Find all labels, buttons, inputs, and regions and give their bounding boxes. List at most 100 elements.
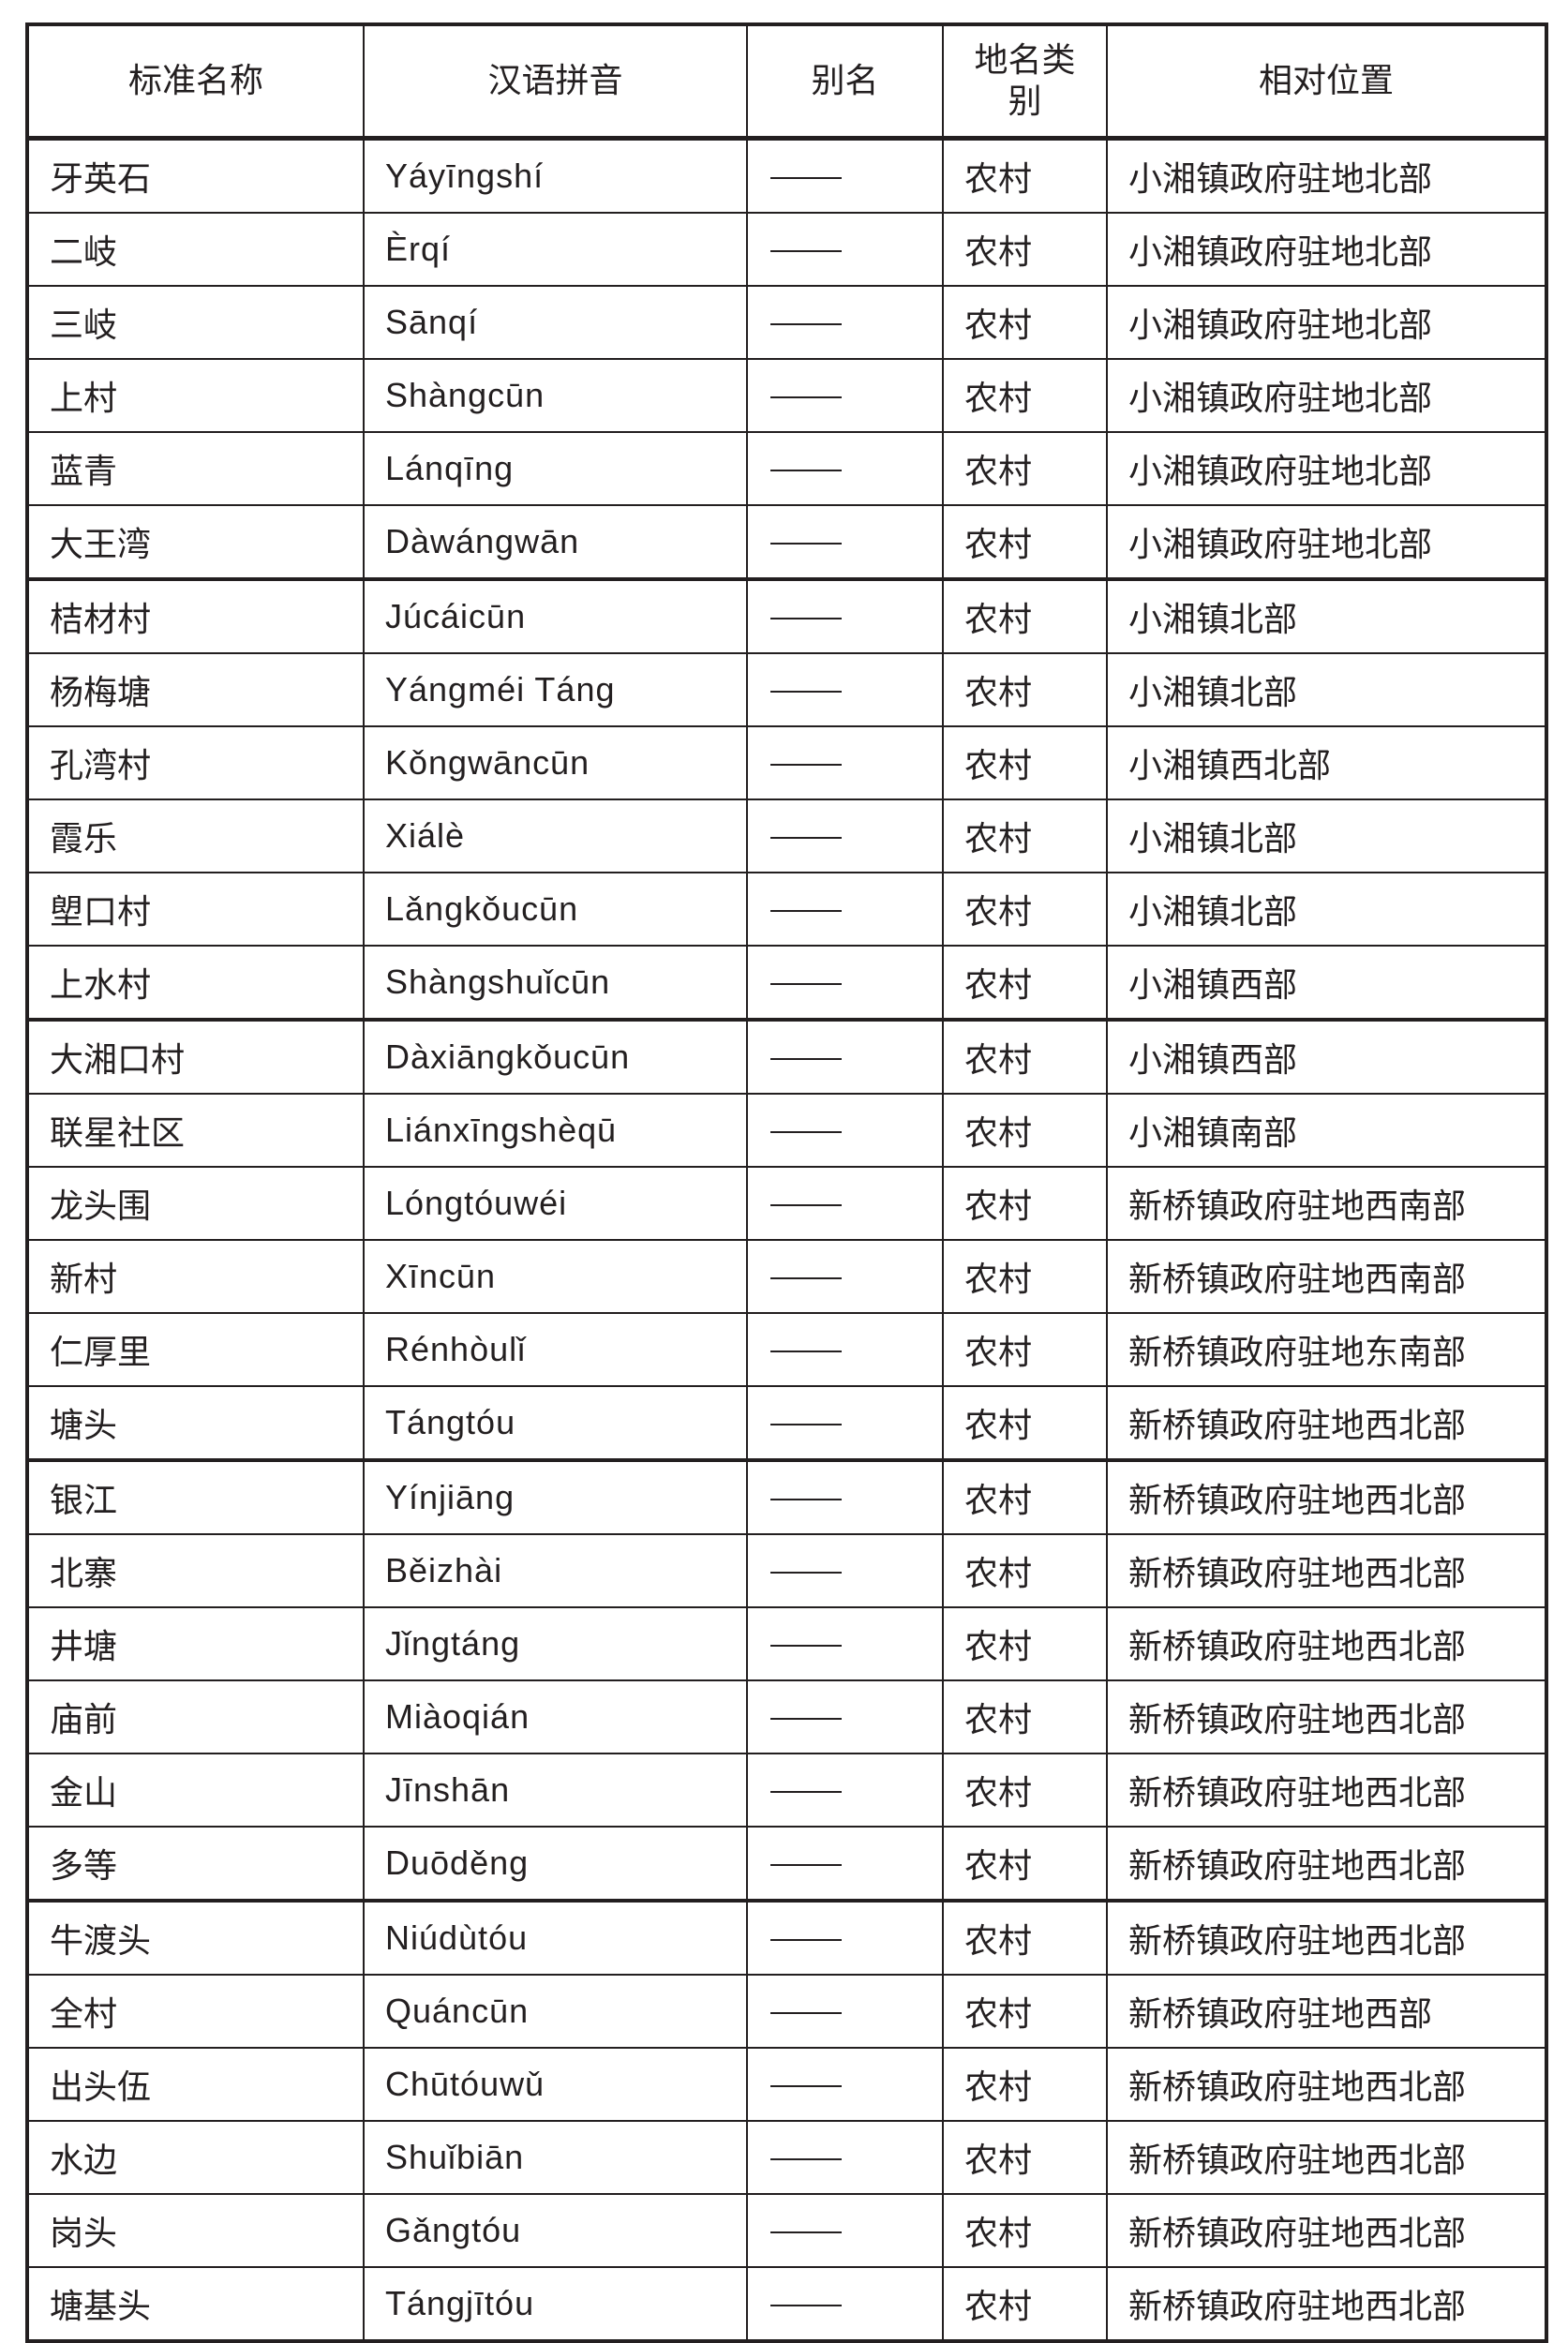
cell-alias <box>746 1900 944 1976</box>
cell-standard-name: 岗头 <box>26 2193 365 2268</box>
cell-alias <box>746 945 944 1022</box>
cell-category: 农村 <box>942 1753 1108 1828</box>
cell-location: 新桥镇政府驻地西北部 <box>1106 1385 1547 1462</box>
header-location: 相对位置 <box>1106 23 1547 140</box>
cell-pinyin: Lǎngkǒucūn <box>363 872 748 947</box>
header-category: 地名类别 <box>942 23 1108 140</box>
cell-category: 农村 <box>942 798 1108 873</box>
cell-location: 新桥镇政府驻地西北部 <box>1106 2120 1547 2195</box>
cell-pinyin: Yáyīngshí <box>363 137 748 214</box>
cell-pinyin: Duōděng <box>363 1826 748 1903</box>
table-row: 牛渡头 Niúdùtóu 农村 新桥镇政府驻地西北部 <box>26 1900 1547 1976</box>
cell-pinyin: Lóngtóuwéi <box>363 1166 748 1241</box>
cell-location: 新桥镇政府驻地西北部 <box>1106 1679 1547 1754</box>
cell-location: 新桥镇政府驻地西北部 <box>1106 1533 1547 1608</box>
cell-category: 农村 <box>942 358 1108 433</box>
alias-dash <box>770 909 842 912</box>
table-row: 银江 Yínjiāng 农村 新桥镇政府驻地西北部 <box>26 1459 1547 1535</box>
cell-category: 农村 <box>942 2047 1108 2122</box>
cell-pinyin: Sānqí <box>363 285 748 360</box>
table-row: 塘头 Tángtóu 农村 新桥镇政府驻地西北部 <box>26 1385 1547 1462</box>
cell-location: 新桥镇政府驻地西部 <box>1106 1974 1547 2049</box>
cell-location: 小湘镇政府驻地北部 <box>1106 504 1547 581</box>
alias-dash <box>770 1644 842 1647</box>
cell-pinyin: Jǐngtáng <box>363 1606 748 1681</box>
cell-alias <box>746 872 944 947</box>
place-names-table: 标准名称 汉语拼音 别名 地名类别 相对位置 牙英石 Yáyīngshí 农村 小湘镇… <box>25 22 1548 2343</box>
cell-standard-name: 井塘 <box>26 1606 365 1681</box>
alias-dash <box>770 763 842 766</box>
cell-location: 新桥镇政府驻地东南部 <box>1106 1312 1547 1387</box>
alias-dash <box>770 982 842 985</box>
alias-dash <box>770 1203 842 1206</box>
table-row: 塘基头 Tángjītóu 农村 新桥镇政府驻地西北部 <box>26 2266 1547 2342</box>
cell-standard-name: 牙英石 <box>26 137 365 214</box>
cell-standard-name: 蓝青 <box>26 431 365 506</box>
cell-standard-name: 上村 <box>26 358 365 433</box>
alias-dash <box>770 617 842 619</box>
cell-alias <box>746 1459 944 1535</box>
cell-alias <box>746 1239 944 1314</box>
cell-alias <box>746 431 944 506</box>
cell-location: 小湘镇政府驻地北部 <box>1106 431 1547 506</box>
table-row: 井塘 Jǐngtáng 农村 新桥镇政府驻地西北部 <box>26 1606 1547 1681</box>
cell-standard-name: 孔湾村 <box>26 725 365 800</box>
cell-pinyin: Jīnshān <box>363 1753 748 1828</box>
cell-pinyin: Lánqīng <box>363 431 748 506</box>
cell-pinyin: Júcáicūn <box>363 578 748 654</box>
cell-standard-name: 银江 <box>26 1459 365 1535</box>
table-row: 联星社区 Liánxīngshèqū 农村 小湘镇南部 <box>26 1093 1547 1168</box>
cell-pinyin: Niúdùtóu <box>363 1900 748 1976</box>
cell-standard-name: 塘基头 <box>26 2266 365 2342</box>
cell-category: 农村 <box>942 504 1108 581</box>
cell-category: 农村 <box>942 2266 1108 2342</box>
alias-dash <box>770 176 842 179</box>
cell-alias <box>746 1166 944 1241</box>
cell-standard-name: 北寨 <box>26 1533 365 1608</box>
cell-location: 小湘镇政府驻地北部 <box>1106 358 1547 433</box>
alias-dash <box>770 1130 842 1133</box>
table-row: 蓝青 Lánqīng 农村 小湘镇政府驻地北部 <box>26 431 1547 506</box>
cell-location: 小湘镇西北部 <box>1106 725 1547 800</box>
cell-alias <box>746 1533 944 1608</box>
alias-dash <box>770 395 842 398</box>
alias-dash <box>770 2304 842 2306</box>
cell-category: 农村 <box>942 1312 1108 1387</box>
cell-location: 小湘镇政府驻地北部 <box>1106 212 1547 287</box>
cell-alias <box>746 1826 944 1903</box>
cell-location: 新桥镇政府驻地西北部 <box>1106 1753 1547 1828</box>
cell-category: 农村 <box>942 725 1108 800</box>
cell-location: 小湘镇南部 <box>1106 1093 1547 1168</box>
cell-alias <box>746 578 944 654</box>
cell-pinyin: Xiálè <box>363 798 748 873</box>
table-row: 孔湾村 Kǒngwāncūn 农村 小湘镇西北部 <box>26 725 1547 800</box>
cell-location: 新桥镇政府驻地西北部 <box>1106 1459 1547 1535</box>
cell-category: 农村 <box>942 1533 1108 1608</box>
cell-location: 新桥镇政府驻地西北部 <box>1106 1826 1547 1903</box>
cell-standard-name: 二岐 <box>26 212 365 287</box>
cell-pinyin: Shàngcūn <box>363 358 748 433</box>
cell-standard-name: 桔材村 <box>26 578 365 654</box>
cell-pinyin: Miàoqián <box>363 1679 748 1754</box>
table-row: 大湘口村 Dàxiāngkǒucūn 农村 小湘镇西部 <box>26 1019 1547 1095</box>
table-row: 新村 Xīncūn 农村 新桥镇政府驻地西南部 <box>26 1239 1547 1314</box>
cell-category: 农村 <box>942 1900 1108 1976</box>
cell-standard-name: 大王湾 <box>26 504 365 581</box>
cell-standard-name: 仁厚里 <box>26 1312 365 1387</box>
cell-category: 农村 <box>942 431 1108 506</box>
cell-pinyin: Kǒngwāncūn <box>363 725 748 800</box>
cell-category: 农村 <box>942 872 1108 947</box>
cell-category: 农村 <box>942 1606 1108 1681</box>
cell-standard-name: 出头伍 <box>26 2047 365 2122</box>
cell-category: 农村 <box>942 1679 1108 1754</box>
cell-location: 新桥镇政府驻地西北部 <box>1106 2266 1547 2342</box>
table-row: 二岐 Èrqí 农村 小湘镇政府驻地北部 <box>26 212 1547 287</box>
alias-dash <box>770 836 842 839</box>
alias-dash <box>770 2231 842 2233</box>
cell-standard-name: 霞乐 <box>26 798 365 873</box>
alias-dash <box>770 1057 842 1060</box>
table-row: 塱口村 Lǎngkǒucūn 农村 小湘镇北部 <box>26 872 1547 947</box>
table-row: 龙头围 Lóngtóuwéi 农村 新桥镇政府驻地西南部 <box>26 1166 1547 1241</box>
cell-alias <box>746 285 944 360</box>
cell-pinyin: Dàxiāngkǒucūn <box>363 1019 748 1095</box>
